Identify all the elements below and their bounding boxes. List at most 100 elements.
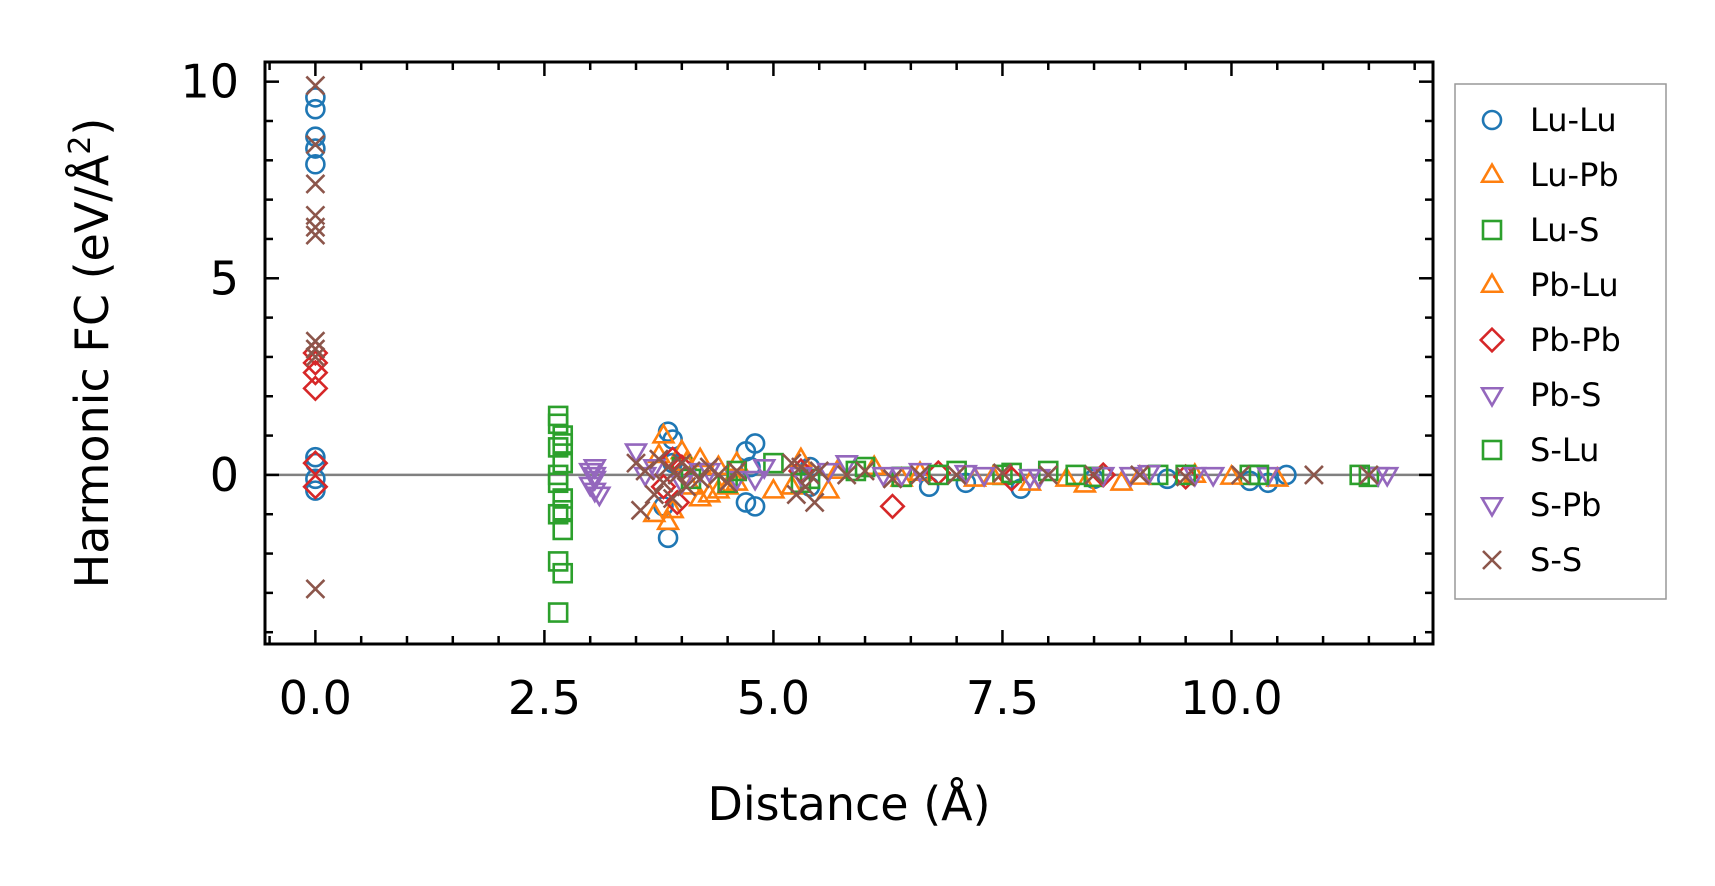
legend-entry-s-pb: S-Pb [1479, 486, 1601, 524]
legend-marker [1481, 439, 1503, 461]
data-point [660, 497, 685, 519]
data-point [644, 484, 665, 505]
data-point [816, 477, 841, 499]
data-point [752, 458, 777, 480]
legend-label: S-Lu [1530, 431, 1599, 469]
data-point [744, 433, 766, 454]
data-point [735, 492, 757, 513]
x-tick-label: 10.0 [1180, 671, 1282, 725]
data-point [630, 500, 651, 521]
tick-labels: 0.0 2.5 5.0 7.5 10.0 0 5 10 [180, 55, 1282, 725]
data-point [763, 452, 784, 474]
legend-label: Lu-Pb [1530, 156, 1619, 194]
data-point [697, 481, 722, 503]
data-point [642, 501, 667, 523]
data-point [305, 75, 326, 96]
data-point [1303, 464, 1324, 485]
data-point [1230, 464, 1251, 485]
y-axis-label-superscript: 2 [63, 136, 98, 155]
legend-entry-s-lu: S-Lu [1481, 431, 1599, 469]
data-point [653, 472, 674, 493]
data-point [302, 349, 329, 376]
data-point [1118, 466, 1143, 488]
data-point [305, 87, 326, 108]
data-point [795, 476, 816, 497]
data-point [305, 331, 326, 352]
data-point [742, 470, 768, 492]
data-point [1109, 469, 1134, 491]
x-tick-label: 5.0 [737, 671, 810, 725]
legend-marker [1482, 550, 1502, 570]
data-point [834, 455, 859, 477]
data-point [809, 461, 830, 481]
data-point [717, 472, 738, 493]
y-tick-label: 0 [210, 448, 239, 502]
data-point [552, 499, 574, 521]
data-point [655, 509, 681, 531]
data-point [302, 473, 329, 500]
data-point [1375, 466, 1400, 488]
legend-entry-lu-lu: Lu-Lu [1481, 101, 1617, 139]
data-point [657, 527, 679, 549]
data-point [305, 217, 326, 238]
data-point [676, 476, 697, 497]
data-point [587, 486, 612, 508]
data-point [635, 461, 656, 481]
data-point [305, 98, 326, 120]
data-point [662, 488, 683, 509]
data-point [305, 347, 326, 367]
data-point [1248, 464, 1270, 486]
data-point [623, 443, 649, 465]
y-axis-label: Harmonic FC (eV/Å2) [63, 118, 119, 589]
data-point [305, 153, 326, 175]
x-tick-label: 7.5 [966, 671, 1039, 725]
data-point [651, 422, 676, 444]
data-point [715, 473, 740, 495]
legend-entry-lu-pb: Lu-Pb [1479, 156, 1619, 194]
legend-label: Lu-S [1530, 211, 1599, 249]
data-point [1084, 464, 1104, 485]
x-tick-label: 2.5 [508, 671, 581, 725]
data-point [547, 551, 569, 572]
legend-label: Pb-S [1530, 376, 1601, 414]
legend-marker [1481, 219, 1503, 241]
data-point [552, 452, 574, 474]
data-point [779, 473, 804, 495]
data-point [578, 462, 603, 484]
data-point [305, 138, 326, 159]
legend-entry-lu-s: Lu-S [1481, 211, 1599, 249]
data-point [552, 433, 574, 454]
legend-entry-s-s: S-S [1482, 541, 1582, 579]
data-point [690, 468, 711, 489]
series-s-s [305, 75, 1379, 599]
data-point [305, 173, 326, 194]
legend-marker [1479, 496, 1505, 518]
data-point [305, 339, 326, 359]
data-point [910, 464, 930, 485]
data-point [1065, 464, 1087, 486]
data-point [889, 466, 914, 488]
data-point [547, 503, 569, 525]
data-point [1054, 465, 1079, 487]
data-point [1129, 464, 1150, 485]
data-point [1175, 464, 1196, 486]
data-point [305, 134, 326, 155]
data-point [946, 464, 967, 485]
data-point [1175, 466, 1196, 487]
legend-marker [1478, 326, 1506, 354]
legend-label: S-Pb [1530, 486, 1601, 524]
y-tick-label: 5 [210, 251, 239, 305]
data-point [1358, 464, 1379, 485]
data-point [706, 477, 731, 499]
data-point [971, 466, 997, 488]
data-point [1038, 464, 1059, 485]
legend-entry-pb-lu: Pb-Lu [1479, 266, 1619, 304]
data-point [761, 477, 786, 499]
data-point [302, 359, 329, 386]
data-point [928, 464, 949, 486]
data-point [305, 468, 326, 490]
data-point [305, 452, 326, 474]
data-point [547, 464, 569, 486]
data-point [687, 485, 713, 507]
data-point [836, 464, 857, 485]
